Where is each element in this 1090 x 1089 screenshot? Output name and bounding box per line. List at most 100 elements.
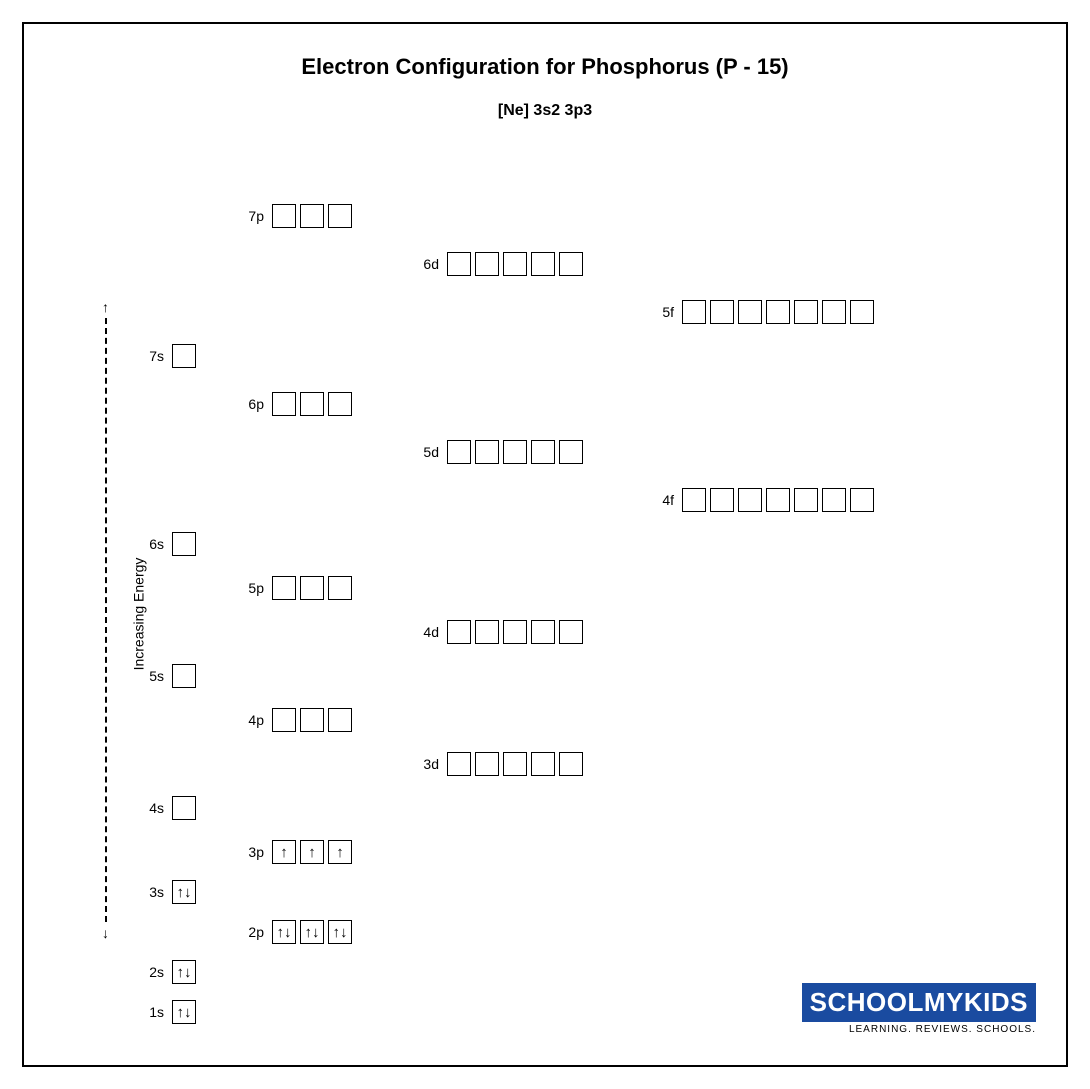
orbital-box	[710, 488, 734, 512]
orbital-box	[300, 204, 324, 228]
orbital-box	[503, 252, 527, 276]
orbital-box	[272, 392, 296, 416]
orbital-box: ↑↓	[300, 920, 324, 944]
orbital-row-3p: 3p↑↑↑	[244, 840, 352, 864]
orbital-label: 2p	[244, 924, 264, 940]
orbital-boxes	[172, 664, 196, 688]
orbital-box	[272, 204, 296, 228]
orbital-row-7p: 7p	[244, 204, 352, 228]
orbital-box	[559, 752, 583, 776]
orbital-box	[850, 488, 874, 512]
orbital-label: 6s	[144, 536, 164, 552]
energy-axis-label: Increasing Energy	[128, 554, 148, 675]
orbital-box	[766, 300, 790, 324]
orbital-box	[531, 620, 555, 644]
orbital-boxes	[172, 532, 196, 556]
orbital-boxes	[272, 204, 352, 228]
orbital-box	[794, 488, 818, 512]
orbital-row-4p: 4p	[244, 708, 352, 732]
orbital-box	[328, 392, 352, 416]
orbital-row-6s: 6s	[144, 532, 196, 556]
orbital-box: ↑↓	[172, 880, 196, 904]
orbital-label: 6p	[244, 396, 264, 412]
diagram-frame: Electron Configuration for Phosphorus (P…	[22, 22, 1068, 1067]
logo-tagline: LEARNING. REVIEWS. SCHOOLS.	[802, 1024, 1036, 1035]
orbital-label: 1s	[144, 1004, 164, 1020]
orbital-box	[822, 488, 846, 512]
orbital-box: ↑↓	[272, 920, 296, 944]
brand-logo: SCHOOLMYKIDS LEARNING. REVIEWS. SCHOOLS.	[802, 983, 1036, 1035]
orbital-row-6d: 6d	[419, 252, 583, 276]
orbital-box: ↑↓	[172, 1000, 196, 1024]
orbital-box	[172, 344, 196, 368]
orbital-label: 3p	[244, 844, 264, 860]
orbital-boxes	[172, 796, 196, 820]
orbital-label: 5f	[654, 304, 674, 320]
orbital-boxes	[682, 488, 874, 512]
orbital-row-3d: 3d	[419, 752, 583, 776]
orbital-box: ↑	[272, 840, 296, 864]
orbital-boxes: ↑↓	[172, 880, 196, 904]
page: Electron Configuration for Phosphorus (P…	[0, 0, 1090, 1089]
orbital-row-6p: 6p	[244, 392, 352, 416]
orbital-row-5s: 5s	[144, 664, 196, 688]
orbital-row-5p: 5p	[244, 576, 352, 600]
orbital-boxes	[272, 392, 352, 416]
orbital-boxes	[447, 252, 583, 276]
orbital-box	[682, 300, 706, 324]
orbital-box	[559, 620, 583, 644]
orbital-label: 2s	[144, 964, 164, 980]
orbital-box	[503, 440, 527, 464]
orbital-label: 4s	[144, 800, 164, 816]
orbital-box	[850, 300, 874, 324]
orbital-row-2p: 2p↑↓↑↓↑↓	[244, 920, 352, 944]
diagram-subtitle: [Ne] 3s2 3p3	[24, 102, 1066, 120]
orbital-box	[475, 252, 499, 276]
orbital-row-4d: 4d	[419, 620, 583, 644]
orbital-label: 5d	[419, 444, 439, 460]
orbital-box	[475, 620, 499, 644]
orbital-box	[272, 708, 296, 732]
orbital-boxes	[682, 300, 874, 324]
orbital-row-3s: 3s ↑↓	[144, 880, 196, 904]
orbital-box	[503, 752, 527, 776]
logo-main: SCHOOLMYKIDS	[802, 983, 1036, 1022]
orbital-label: 4p	[244, 712, 264, 728]
orbital-box	[300, 708, 324, 732]
orbital-box	[447, 252, 471, 276]
orbital-label: 4f	[654, 492, 674, 508]
energy-axis: ↑ ↓	[102, 300, 109, 940]
orbital-boxes: ↑↑↑	[272, 840, 352, 864]
orbital-label: 5p	[244, 580, 264, 596]
orbital-box	[172, 796, 196, 820]
orbital-label: 7s	[144, 348, 164, 364]
orbital-box	[328, 708, 352, 732]
orbital-label: 3s	[144, 884, 164, 900]
orbital-box	[272, 576, 296, 600]
orbital-box	[738, 488, 762, 512]
orbital-box	[710, 300, 734, 324]
orbital-box	[300, 576, 324, 600]
orbital-box	[475, 440, 499, 464]
orbital-box	[794, 300, 818, 324]
orbital-label: 7p	[244, 208, 264, 224]
arrow-up-icon: ↑	[102, 300, 109, 314]
orbital-boxes: ↑↓	[172, 1000, 196, 1024]
orbital-box	[447, 440, 471, 464]
orbital-box	[822, 300, 846, 324]
orbital-box	[682, 488, 706, 512]
orbital-row-7s: 7s	[144, 344, 196, 368]
orbital-box: ↑↓	[328, 920, 352, 944]
orbital-label: 3d	[419, 756, 439, 772]
orbital-boxes	[172, 344, 196, 368]
orbital-label: 6d	[419, 256, 439, 272]
orbital-boxes	[447, 620, 583, 644]
orbital-boxes	[447, 440, 583, 464]
orbital-box	[475, 752, 499, 776]
orbital-box	[503, 620, 527, 644]
orbital-box	[328, 576, 352, 600]
diagram-title: Electron Configuration for Phosphorus (P…	[24, 54, 1066, 80]
orbital-box	[531, 440, 555, 464]
orbital-box: ↑	[328, 840, 352, 864]
orbital-boxes: ↑↓↑↓↑↓	[272, 920, 352, 944]
